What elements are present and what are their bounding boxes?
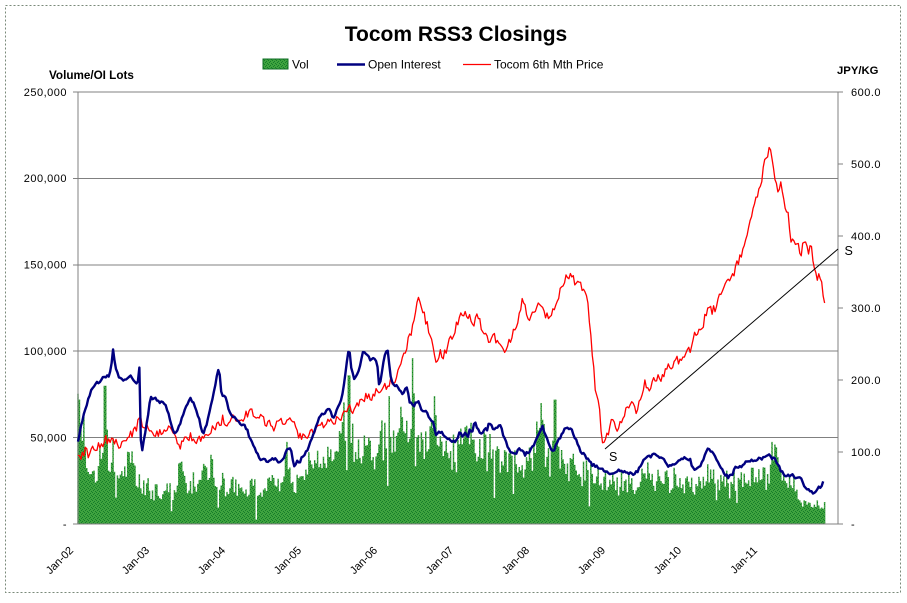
svg-text:Tocom 6th Mth Price: Tocom 6th Mth Price: [494, 58, 604, 72]
svg-text:150,000: 150,000: [24, 260, 67, 272]
svg-text:200,000: 200,000: [24, 173, 67, 185]
svg-text:S: S: [845, 244, 853, 258]
svg-text:-: -: [851, 519, 855, 531]
svg-text:JPY/KG: JPY/KG: [837, 65, 879, 77]
svg-text:400.0: 400.0: [851, 231, 881, 243]
svg-text:S: S: [609, 450, 617, 464]
svg-text:Open Interest: Open Interest: [368, 58, 441, 72]
svg-text:Tocom RSS3 Closings: Tocom RSS3 Closings: [345, 23, 567, 46]
svg-text:-: -: [63, 519, 67, 531]
svg-text:600.0: 600.0: [851, 87, 881, 99]
svg-text:100.0: 100.0: [851, 447, 881, 459]
svg-text:Vol: Vol: [292, 58, 309, 72]
svg-text:Volume/OI Lots: Volume/OI Lots: [49, 69, 134, 82]
svg-text:250,000: 250,000: [24, 87, 67, 99]
svg-text:100,000: 100,000: [24, 346, 67, 358]
svg-text:300.0: 300.0: [851, 303, 881, 315]
svg-text:500.0: 500.0: [851, 159, 881, 171]
svg-text:50,000: 50,000: [30, 432, 67, 444]
svg-text:200.0: 200.0: [851, 375, 881, 387]
